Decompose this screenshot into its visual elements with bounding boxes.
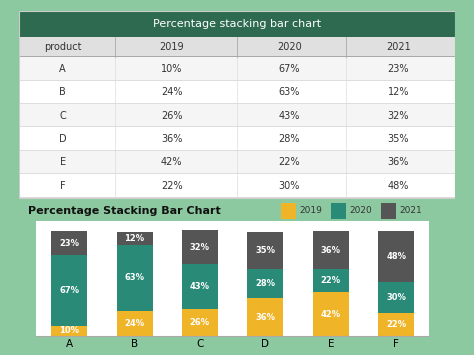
Bar xyxy=(247,298,283,336)
Text: 23%: 23% xyxy=(388,64,409,74)
Text: 35%: 35% xyxy=(255,246,275,255)
Text: Percentage stacking bar chart: Percentage stacking bar chart xyxy=(153,19,321,29)
Bar xyxy=(331,202,346,219)
Bar xyxy=(19,104,455,127)
Bar xyxy=(19,58,455,81)
Text: 28%: 28% xyxy=(255,279,275,288)
Text: 48%: 48% xyxy=(388,181,409,191)
Text: 22%: 22% xyxy=(279,158,300,168)
Text: 63%: 63% xyxy=(279,87,300,97)
Bar xyxy=(117,245,153,311)
Bar xyxy=(313,231,349,269)
Bar xyxy=(19,126,455,127)
Text: A: A xyxy=(59,64,66,74)
Bar xyxy=(182,230,218,264)
Text: E: E xyxy=(60,158,65,168)
Bar xyxy=(117,233,153,245)
Text: 2020: 2020 xyxy=(349,206,372,215)
Bar xyxy=(19,127,455,151)
Bar xyxy=(19,150,455,151)
Text: 24%: 24% xyxy=(125,319,145,328)
Text: 10%: 10% xyxy=(59,326,79,335)
Text: 10%: 10% xyxy=(161,64,182,74)
Text: D: D xyxy=(59,134,66,144)
Bar xyxy=(313,292,349,336)
Text: 28%: 28% xyxy=(279,134,300,144)
Text: 42%: 42% xyxy=(161,158,182,168)
Text: F: F xyxy=(60,181,65,191)
Text: 35%: 35% xyxy=(388,134,409,144)
Text: 26%: 26% xyxy=(161,111,182,121)
Text: 26%: 26% xyxy=(190,318,210,327)
Text: B: B xyxy=(59,87,66,97)
Text: 12%: 12% xyxy=(125,234,145,243)
Bar xyxy=(247,269,283,298)
Text: 30%: 30% xyxy=(386,293,406,302)
Text: Percentage Stacking Bar Chart: Percentage Stacking Bar Chart xyxy=(27,206,220,216)
Text: 36%: 36% xyxy=(388,158,409,168)
Text: 30%: 30% xyxy=(279,181,300,191)
Text: 48%: 48% xyxy=(386,252,406,261)
Text: 22%: 22% xyxy=(321,276,341,285)
Bar xyxy=(19,56,455,58)
Text: 22%: 22% xyxy=(161,181,182,191)
Bar xyxy=(51,326,87,336)
Text: 2020: 2020 xyxy=(277,42,302,52)
Text: 67%: 67% xyxy=(59,286,79,295)
Bar xyxy=(19,81,455,104)
Text: 42%: 42% xyxy=(321,310,341,318)
Bar xyxy=(117,311,153,336)
Bar xyxy=(19,174,455,197)
Bar xyxy=(19,37,455,58)
Bar xyxy=(378,313,414,336)
Text: 36%: 36% xyxy=(161,134,182,144)
Text: 36%: 36% xyxy=(321,246,341,255)
Bar xyxy=(51,231,87,255)
Text: 2019: 2019 xyxy=(159,42,184,52)
Text: 2021: 2021 xyxy=(399,206,422,215)
Text: 67%: 67% xyxy=(279,64,300,74)
Text: 12%: 12% xyxy=(388,87,409,97)
Text: product: product xyxy=(44,42,82,52)
Bar xyxy=(19,103,455,104)
Text: 43%: 43% xyxy=(190,282,210,291)
Bar xyxy=(281,202,296,219)
Bar xyxy=(182,309,218,336)
Text: 32%: 32% xyxy=(190,242,210,252)
Text: 2019: 2019 xyxy=(299,206,322,215)
Bar xyxy=(19,173,455,174)
Bar xyxy=(19,151,455,174)
Bar xyxy=(19,11,455,37)
Text: 32%: 32% xyxy=(388,111,409,121)
Text: 43%: 43% xyxy=(279,111,300,121)
Bar xyxy=(378,231,414,282)
Bar xyxy=(19,11,455,197)
Bar xyxy=(247,233,283,269)
Bar xyxy=(51,255,87,326)
Bar xyxy=(19,80,455,81)
Text: 2021: 2021 xyxy=(386,42,411,52)
Bar xyxy=(378,282,414,313)
Text: C: C xyxy=(59,111,66,121)
Text: 24%: 24% xyxy=(161,87,182,97)
Text: 63%: 63% xyxy=(125,273,145,283)
Text: 36%: 36% xyxy=(255,313,275,322)
Bar xyxy=(313,269,349,292)
Bar xyxy=(381,202,396,219)
Text: 23%: 23% xyxy=(59,239,79,248)
Text: 22%: 22% xyxy=(386,320,406,329)
Bar xyxy=(182,264,218,309)
